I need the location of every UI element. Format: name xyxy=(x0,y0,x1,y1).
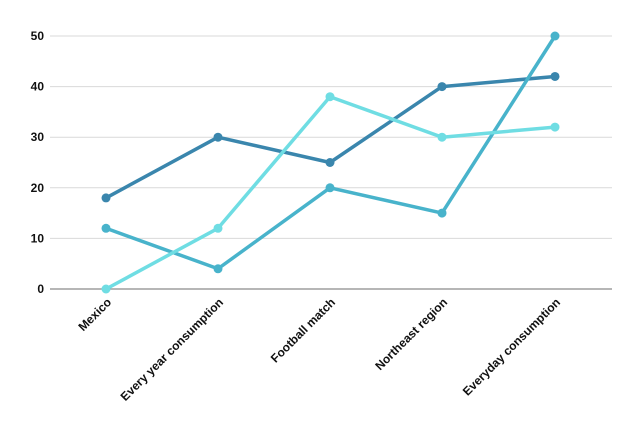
x-tick-label-4: Everyday consumption xyxy=(460,295,563,398)
series-line-2 xyxy=(104,94,557,291)
series-1-point-3 xyxy=(437,208,447,218)
series-group xyxy=(101,31,560,294)
x-tick-label-1: Every year consumption xyxy=(118,295,226,403)
series-1-point-0 xyxy=(101,223,111,233)
series-0-point-0 xyxy=(101,193,111,203)
series-0-point-4 xyxy=(550,71,560,81)
y-tick-label-1: 10 xyxy=(31,231,45,245)
series-2-point-4 xyxy=(550,122,560,132)
series-2-point-2 xyxy=(325,92,335,102)
series-1-point-1 xyxy=(213,264,223,274)
y-axis-tick-labels: 0 10 20 30 40 50 xyxy=(31,29,45,296)
y-tick-label-0: 0 xyxy=(37,282,44,296)
series-1 xyxy=(101,31,560,274)
series-2-point-1 xyxy=(213,223,223,233)
series-1-point-2 xyxy=(325,183,335,193)
x-tick-label-0: Mexico xyxy=(75,295,114,334)
x-tick-label-3: Northeast region xyxy=(372,295,450,373)
series-0-point-2 xyxy=(325,158,335,167)
series-line-1 xyxy=(104,34,557,271)
series-0-point-1 xyxy=(213,132,223,142)
y-tick-label-2: 20 xyxy=(31,181,45,195)
series-1-point-4 xyxy=(550,31,560,41)
y-tick-label-5: 50 xyxy=(31,29,45,43)
y-tick-label-3: 30 xyxy=(31,130,45,144)
x-tick-label-2: Football match xyxy=(268,295,338,365)
x-axis-tick-labels: Mexico Every year consumption Football mat… xyxy=(75,295,563,403)
series-2-point-3 xyxy=(437,132,447,142)
series-2-point-0 xyxy=(101,284,111,294)
y-tick-label-4: 40 xyxy=(31,80,45,94)
series-0-point-3 xyxy=(437,82,447,92)
series-2 xyxy=(101,92,560,294)
series-0 xyxy=(101,71,560,203)
gridlines xyxy=(50,35,612,239)
